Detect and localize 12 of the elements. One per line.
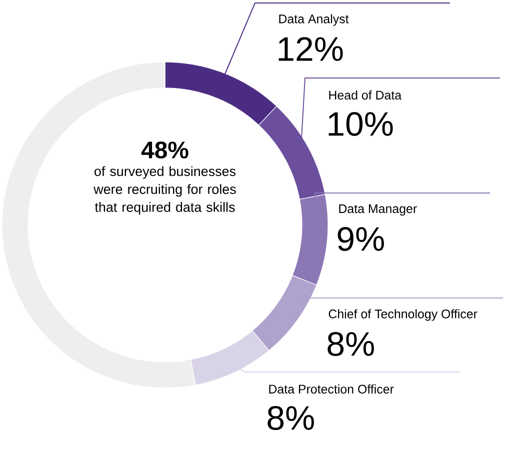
- data-label: 8%: [328, 332, 374, 356]
- data-label: 12%: [278, 37, 343, 61]
- slice-label: Data Protection Officer: [269, 384, 394, 394]
- data-label: 10%: [328, 112, 393, 136]
- slice-label: Chief of Technology Officer: [328, 309, 478, 321]
- slice-label: Data Manager: [339, 204, 417, 216]
- slice-label: Data Analyst: [279, 14, 349, 26]
- data-label: 9%: [338, 227, 384, 251]
- slice-label: Head of Data: [329, 90, 402, 100]
- text: of surveyed businesses were recruiting for roles that required data skills: [94, 166, 236, 215]
- text: 48%: [141, 142, 188, 158]
- data-label: 8%: [268, 406, 314, 430]
